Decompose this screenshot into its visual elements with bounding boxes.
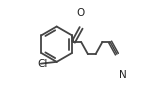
Text: Cl: Cl <box>37 59 48 69</box>
Text: N: N <box>119 70 126 80</box>
Text: O: O <box>77 8 85 18</box>
